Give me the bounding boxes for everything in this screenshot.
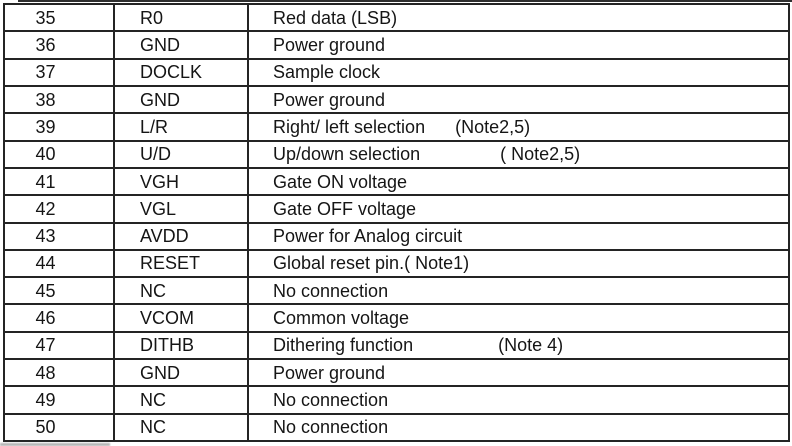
pin-description-cell: Right/ left selection (Note2,5)	[247, 112, 790, 142]
pin-number-cell: 38	[3, 84, 115, 115]
pin-table-row: 39 L/R Right/ left selection (Note2,5)	[3, 112, 790, 142]
pin-number-cell: 45	[3, 276, 115, 306]
pin-name-cell: R0	[113, 2, 249, 33]
pin-table-row: 47 DITHB Dithering function (Note 4)	[3, 330, 790, 361]
top-edge-line	[18, 0, 792, 2]
pin-description-cell: Up/down selection ( Note2,5)	[247, 139, 790, 169]
pin-table-row: 50 NC No connection	[3, 412, 790, 443]
pin-number-cell: 48	[3, 358, 115, 388]
pin-number-cell: 46	[3, 303, 115, 333]
pin-table-row: 44 RESET Global reset pin.( Note1)	[3, 248, 790, 279]
pin-name-cell: GND	[113, 84, 249, 115]
pin-name-cell: VGH	[113, 166, 249, 197]
pin-number-cell: 39	[3, 112, 115, 142]
pin-table-row: 36 GND Power ground	[3, 30, 790, 60]
pin-description-cell: No connection	[247, 276, 790, 306]
pin-table-row: 48 GND Power ground	[3, 358, 790, 388]
pin-description-cell: Global reset pin.( Note1)	[247, 248, 790, 279]
pin-description-cell: Dithering function (Note 4)	[247, 330, 790, 361]
pin-number-cell: 47	[3, 330, 115, 361]
pin-name-cell: GND	[113, 30, 249, 60]
pin-name-cell: L/R	[113, 112, 249, 142]
pin-name-cell: DOCLK	[113, 57, 249, 87]
pin-name-cell: GND	[113, 358, 249, 388]
pin-description-cell: Power ground	[247, 358, 790, 388]
pin-name-cell: AVDD	[113, 221, 249, 251]
pin-table-row: 42 VGL Gate OFF voltage	[3, 194, 790, 224]
pin-description-cell: Common voltage	[247, 303, 790, 333]
pin-description-cell: Sample clock	[247, 57, 790, 87]
pin-description-cell: Gate ON voltage	[247, 166, 790, 197]
pin-name-cell: VGL	[113, 194, 249, 224]
pin-table-row: 37 DOCLK Sample clock	[3, 57, 790, 87]
pin-table-row: 49 NC No connection	[3, 385, 790, 415]
pin-table-row: 41 VGH Gate ON voltage	[3, 166, 790, 197]
pin-description-cell: Red data (LSB)	[247, 2, 790, 33]
pin-number-cell: 36	[3, 30, 115, 60]
pin-number-cell: 44	[3, 248, 115, 279]
pin-description-cell: No connection	[247, 412, 790, 443]
pin-description-cell: No connection	[247, 385, 790, 415]
bottom-edge-smudge	[0, 443, 110, 446]
pin-table-row: 35 R0 Red data (LSB)	[3, 2, 790, 33]
pin-name-cell: RESET	[113, 248, 249, 279]
pin-number-cell: 35	[3, 2, 115, 33]
pin-table-row: 43 AVDD Power for Analog circuit	[3, 221, 790, 251]
pin-number-cell: 40	[3, 139, 115, 169]
pin-number-cell: 42	[3, 194, 115, 224]
pin-description-table: 35 R0 Red data (LSB) 36 GND Power ground…	[3, 2, 790, 443]
pin-table-row: 45 NC No connection	[3, 276, 790, 306]
pin-name-cell: NC	[113, 412, 249, 443]
pin-number-cell: 37	[3, 57, 115, 87]
pin-name-cell: NC	[113, 385, 249, 415]
pin-table-row: 38 GND Power ground	[3, 84, 790, 115]
pin-description-cell: Power ground	[247, 30, 790, 60]
pin-number-cell: 49	[3, 385, 115, 415]
pin-number-cell: 43	[3, 221, 115, 251]
pin-name-cell: NC	[113, 276, 249, 306]
pin-description-cell: Power for Analog circuit	[247, 221, 790, 251]
pin-number-cell: 41	[3, 166, 115, 197]
pin-name-cell: VCOM	[113, 303, 249, 333]
pin-table-body: 35 R0 Red data (LSB) 36 GND Power ground…	[3, 2, 790, 443]
pin-description-cell: Power ground	[247, 84, 790, 115]
pin-table-row: 40 U/D Up/down selection ( Note2,5)	[3, 139, 790, 169]
pin-name-cell: DITHB	[113, 330, 249, 361]
pin-name-cell: U/D	[113, 139, 249, 169]
pin-description-cell: Gate OFF voltage	[247, 194, 790, 224]
pin-table-row: 46 VCOM Common voltage	[3, 303, 790, 333]
pin-number-cell: 50	[3, 412, 115, 443]
